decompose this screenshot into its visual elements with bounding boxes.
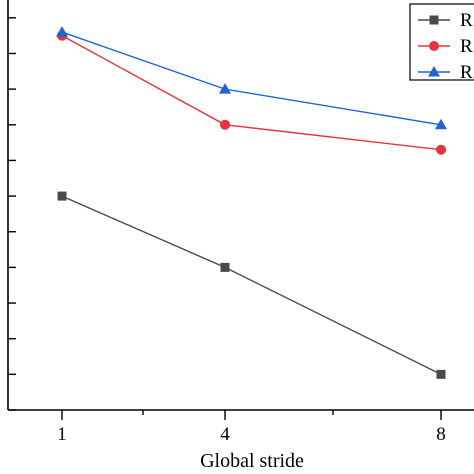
data-point-triangle <box>435 118 447 130</box>
x-axis-title: Global stride <box>200 450 304 472</box>
legend-marker-triangle <box>428 66 440 77</box>
series-line-square <box>61 195 442 375</box>
legend: RRR <box>409 3 474 83</box>
data-point-square <box>436 369 446 379</box>
legend-marker-square <box>429 15 439 25</box>
data-point-triangle <box>219 83 231 94</box>
series-line-triangle <box>61 31 442 126</box>
data-point-triangle <box>56 26 68 37</box>
x-tick-label: 4 <box>220 424 230 445</box>
y-ticks <box>8 17 16 411</box>
series-layer <box>56 26 447 379</box>
axes <box>7 0 474 411</box>
legend-label: R <box>460 36 473 57</box>
legend-box <box>409 3 474 81</box>
legend-label: R <box>460 62 473 83</box>
data-point-square <box>57 191 67 201</box>
series-line-circle <box>61 35 442 151</box>
legend-label: R <box>460 10 473 31</box>
x-ticks: 1 4 8 <box>57 410 446 445</box>
x-tick-label: 1 <box>57 424 67 445</box>
data-point-circle <box>436 144 446 155</box>
legend-marker-circle <box>429 41 439 51</box>
x-tick-label: 8 <box>436 424 446 445</box>
data-point-circle <box>220 119 230 130</box>
data-point-square <box>220 262 230 272</box>
